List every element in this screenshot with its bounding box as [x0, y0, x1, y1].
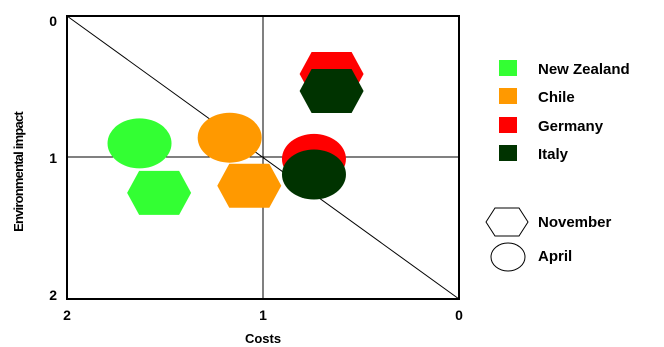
circle-icon	[490, 242, 526, 272]
legend-swatch-germany	[499, 117, 517, 133]
legend-swatch-chile	[499, 88, 517, 104]
plot-frame	[66, 15, 460, 300]
legend-label-chile: Chile	[538, 89, 575, 106]
color-legend: New Zealand Chile Germany Italy	[499, 60, 630, 163]
x-tick-label: 2	[63, 307, 71, 323]
y-axis-title: Environmental impact	[11, 111, 26, 232]
circle-marker-new-zealand-april	[107, 118, 172, 169]
legend-label-germany: Germany	[538, 118, 604, 135]
legend-label-april: April	[538, 248, 572, 265]
hexagon-icon	[485, 207, 529, 237]
hexagon-marker-chile-november	[217, 163, 282, 208]
legend-label-november: November	[538, 214, 612, 231]
circle-marker-italy-april	[281, 149, 346, 200]
y-tick-label: 2	[49, 287, 57, 303]
legend-swatch-new-zealand	[499, 60, 517, 76]
hexagon-marker-new-zealand-november	[127, 170, 192, 215]
x-tick-label: 1	[259, 307, 267, 323]
y-tick-label: 1	[49, 150, 57, 166]
legend-label-italy: Italy	[538, 146, 569, 163]
hexagon-marker-italy-november	[299, 68, 364, 113]
x-tick-label: 0	[455, 307, 463, 323]
data-marks	[107, 52, 364, 215]
y-tick-label: 0	[49, 13, 57, 29]
shape-legend: November April	[485, 207, 612, 272]
circle-marker-chile-april	[197, 112, 262, 163]
x-axis-title: Costs	[245, 331, 281, 346]
legend-swatch-italy	[499, 145, 517, 161]
legend-label-new-zealand: New Zealand	[538, 61, 630, 78]
